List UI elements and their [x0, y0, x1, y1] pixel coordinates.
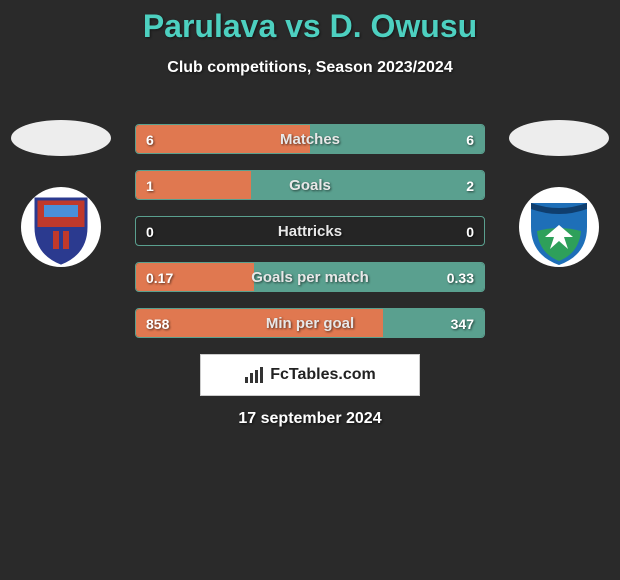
stat-label: Hattricks — [136, 217, 484, 246]
watermark-text: FcTables.com — [270, 366, 376, 384]
subtitle: Club competitions, Season 2023/2024 — [0, 59, 620, 77]
stat-row: 66Matches — [135, 124, 485, 154]
stats-container: 66Matches 12Goals 00Hattricks 0.170.33Goals… — [135, 124, 485, 354]
stat-label: Goals — [136, 171, 484, 200]
player-left-avatar — [11, 120, 111, 156]
stat-row: 0.170.33Goals per match — [135, 262, 485, 292]
date-text: 17 september 2024 — [0, 410, 620, 428]
player-left-club-badge — [16, 182, 106, 272]
stat-row: 858347Min per goal — [135, 308, 485, 338]
page-title: Parulava vs D. Owusu — [0, 0, 620, 45]
player-right-avatar — [509, 120, 609, 156]
stat-label: Matches — [136, 125, 484, 154]
player-right-column — [504, 120, 614, 272]
chart-icon — [244, 366, 264, 384]
stat-row: 12Goals — [135, 170, 485, 200]
stat-label: Goals per match — [136, 263, 484, 292]
player-left-column — [6, 120, 116, 272]
stat-label: Min per goal — [136, 309, 484, 338]
watermark[interactable]: FcTables.com — [200, 354, 420, 396]
player-right-club-badge — [514, 182, 604, 272]
stat-row: 00Hattricks — [135, 216, 485, 246]
